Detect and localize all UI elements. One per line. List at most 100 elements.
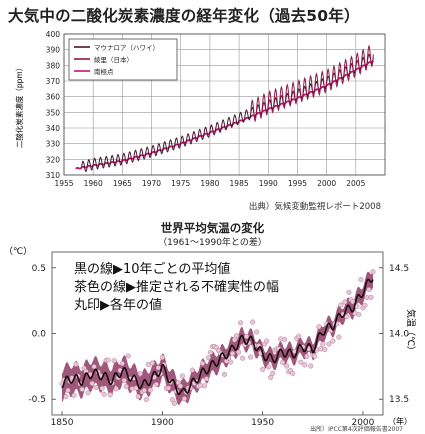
annual-value-point [304, 353, 310, 359]
co2-y-tick-label: 380 [46, 61, 61, 70]
co2-x-tick-label: 2005 [346, 179, 365, 188]
co2-x-tick-label: 1955 [54, 179, 73, 188]
temp-left-tick-label: 0.0 [32, 330, 47, 340]
temp-right-tick-label: 13.5 [389, 395, 409, 405]
co2-x-tick-label: 1970 [142, 179, 161, 188]
co2-y-tick-label: 330 [46, 140, 61, 149]
annual-value-point [296, 333, 302, 339]
annual-value-point [159, 354, 165, 361]
co2-chart-title: 大気中の二酸化炭素濃度の経年変化（過去50年） [8, 7, 360, 25]
annual-value-point [266, 364, 272, 370]
annual-value-point [221, 371, 228, 377]
annual-value-point [370, 269, 376, 275]
co2-y-tick-label: 350 [46, 108, 61, 117]
annual-value-point [234, 333, 240, 339]
co2-x-tick-label: 1985 [230, 179, 249, 188]
annual-value-point [189, 367, 195, 373]
annual-value-point [260, 366, 266, 372]
temp-right-axis-label: 気温（℃） [405, 309, 417, 355]
co2-x-tick-label: 1980 [200, 179, 219, 188]
temp-right-tick-label: 14.5 [389, 264, 409, 274]
annual-value-point [336, 334, 342, 340]
annual-value-point [298, 359, 304, 365]
co2-y-tick-label: 360 [46, 93, 61, 102]
temp-chart-subtitle: （1961～1990年との差） [158, 238, 267, 248]
annual-value-point [181, 396, 187, 402]
annual-value-point [113, 386, 119, 392]
annual-value-point [264, 338, 270, 344]
annual-value-point [227, 359, 234, 365]
annual-value-point [153, 381, 159, 387]
co2-y-tick-label: 390 [46, 46, 61, 55]
temp-left-tick-label: 0.5 [32, 264, 46, 274]
annual-value-point [282, 336, 288, 342]
co2-legend-label: 南極点 [94, 67, 114, 76]
annual-value-point [73, 361, 79, 367]
annual-value-point [230, 350, 236, 357]
annual-value-point [330, 338, 336, 344]
annual-value-point [177, 383, 183, 389]
annual-value-point [199, 360, 205, 366]
annual-value-point [302, 362, 308, 368]
co2-source-note: 出典）気候変動監視レポート2008 [248, 202, 381, 212]
co2-legend: マウナロア（ハワイ） 綾里（日本） 南極点 [68, 38, 178, 81]
annual-value-point [121, 377, 127, 384]
annual-value-point [250, 319, 256, 325]
annual-value-point [155, 365, 161, 371]
temp-source-note: 出所）IPCC第4次評価報告書2007 [310, 426, 403, 433]
annual-value-point [232, 337, 238, 343]
co2-x-tick-label: 1995 [288, 179, 307, 188]
annual-value-point [205, 355, 212, 361]
annual-value-point [322, 346, 328, 353]
co2-y-tick-label: 340 [46, 124, 61, 133]
annual-value-point [236, 349, 242, 355]
annual-value-point [71, 392, 77, 398]
annual-value-point [89, 380, 95, 386]
annual-value-point [270, 370, 276, 376]
annual-value-point [366, 287, 372, 293]
temp-x-tick-label: 1900 [151, 418, 174, 428]
annual-value-point [356, 311, 362, 317]
annotation-brown-band: 茶色の線▶推定される不確実性の幅 [74, 279, 279, 295]
co2-y-tick-label: 320 [46, 155, 61, 164]
temp-x-tick-label: 2000 [351, 418, 374, 428]
annual-value-point [254, 329, 260, 335]
annual-value-point [358, 277, 364, 283]
annual-value-point [203, 376, 210, 382]
temp-x-tick-label: 1950 [251, 418, 274, 428]
annotation-circles: 丸印▶各年の値 [74, 297, 162, 313]
annual-value-point [111, 358, 117, 364]
annual-value-point [65, 387, 71, 393]
co2-x-tick-label: 1965 [113, 179, 132, 188]
annual-value-point [179, 373, 185, 379]
annual-value-point [99, 385, 105, 391]
annual-value-point [123, 383, 129, 390]
annual-value-point [284, 363, 290, 369]
co2-legend-label: 綾里（日本） [94, 55, 133, 64]
annual-value-point [308, 363, 314, 369]
annual-value-point [149, 360, 155, 366]
annual-value-point [338, 302, 344, 308]
co2-chart: 1955 1960 1965 1970 1975 1980 1985 1990 1995 2000… [14, 30, 386, 188]
annual-value-point [63, 393, 69, 400]
co2-legend-label: マウナロア（ハワイ） [94, 44, 159, 52]
temp-x-tick-label: 1850 [51, 418, 74, 428]
annual-value-point [143, 396, 149, 403]
annual-value-point [346, 289, 352, 295]
annual-value-point [79, 386, 85, 392]
co2-plot-frame [63, 33, 386, 176]
annual-value-point [368, 294, 374, 300]
temp-left-tick-label: -0.5 [28, 395, 46, 405]
annual-value-point [137, 371, 143, 377]
annual-value-point [125, 353, 131, 359]
decadal-mean-line [61, 278, 374, 396]
co2-x-tick-label: 1960 [84, 179, 103, 188]
annual-value-point [107, 392, 113, 398]
co2-y-axis-label: 二酸化炭素濃度（ppm） [14, 64, 24, 148]
annual-value-point [141, 387, 147, 393]
co2-y-tick-label: 370 [46, 77, 61, 86]
co2-x-tick-label: 2000 [317, 179, 336, 188]
co2-x-tick-label: 1975 [171, 179, 190, 188]
annual-value-point [344, 314, 350, 320]
annual-value-point [326, 341, 332, 347]
